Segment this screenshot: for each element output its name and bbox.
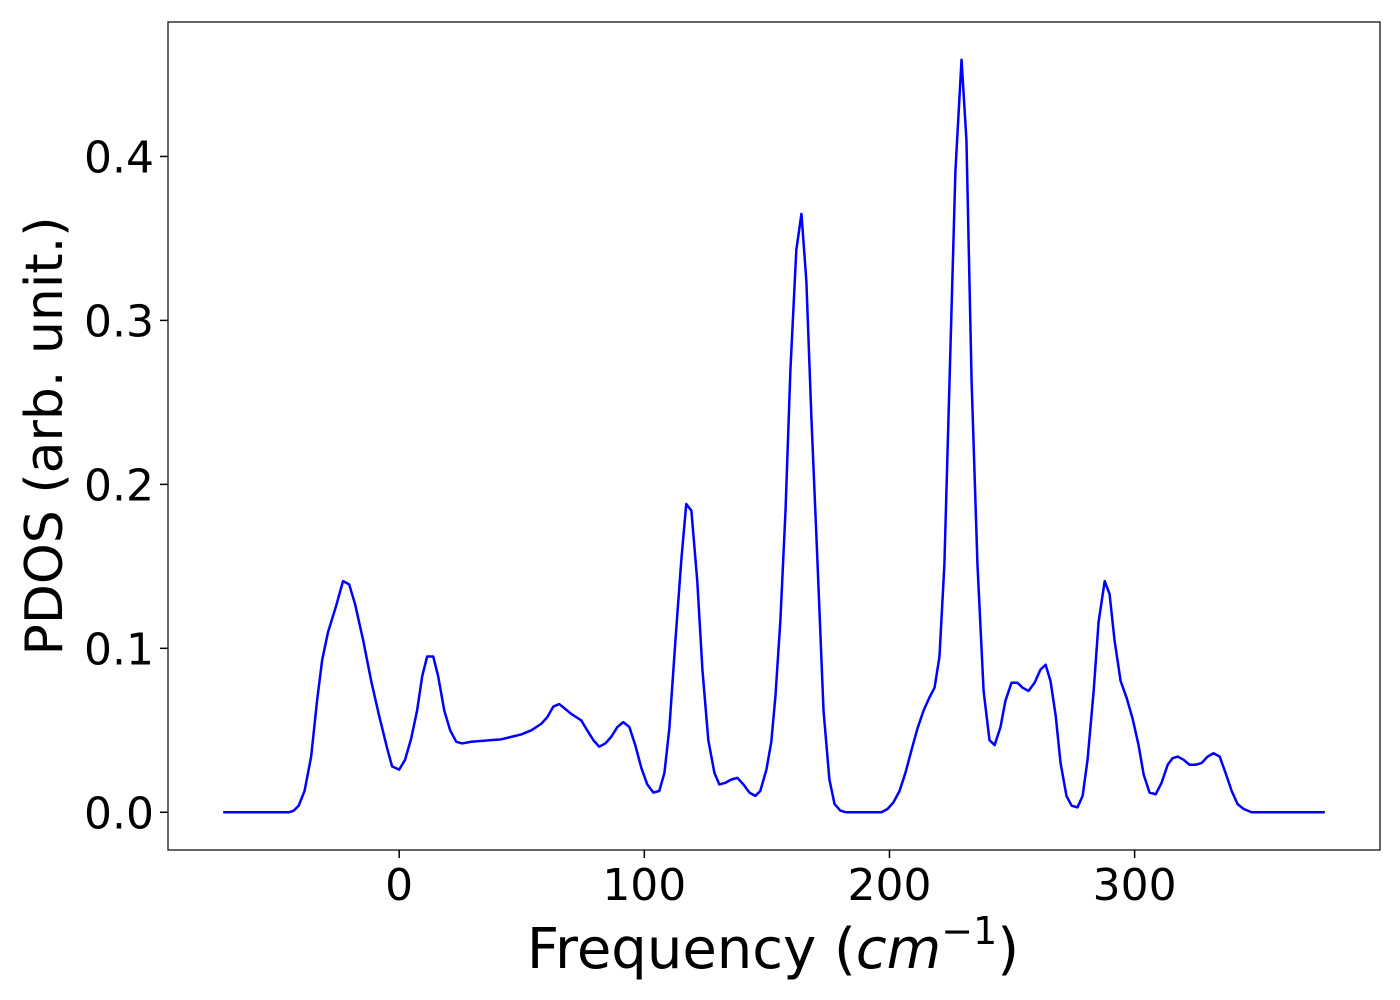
- pdos-line: [223, 58, 1325, 814]
- plot-frame: [167, 21, 1381, 851]
- y-tick-label: 0.2: [84, 460, 154, 511]
- y-tick-label: 0.1: [84, 624, 154, 675]
- x-tick-label: 0: [385, 860, 413, 911]
- x-tick-label: 200: [847, 860, 931, 911]
- y-tick-label: 0.0: [84, 788, 154, 839]
- x-axis-label: Frequency (cm−1): [527, 909, 1019, 982]
- y-axis-label: PDOS (arb. unit.): [15, 216, 75, 655]
- x-tick-label: 100: [602, 860, 686, 911]
- y-tick-label: 0.3: [84, 296, 154, 347]
- y-tick-label: 0.4: [84, 132, 154, 183]
- x-tick-label: 300: [1093, 860, 1177, 911]
